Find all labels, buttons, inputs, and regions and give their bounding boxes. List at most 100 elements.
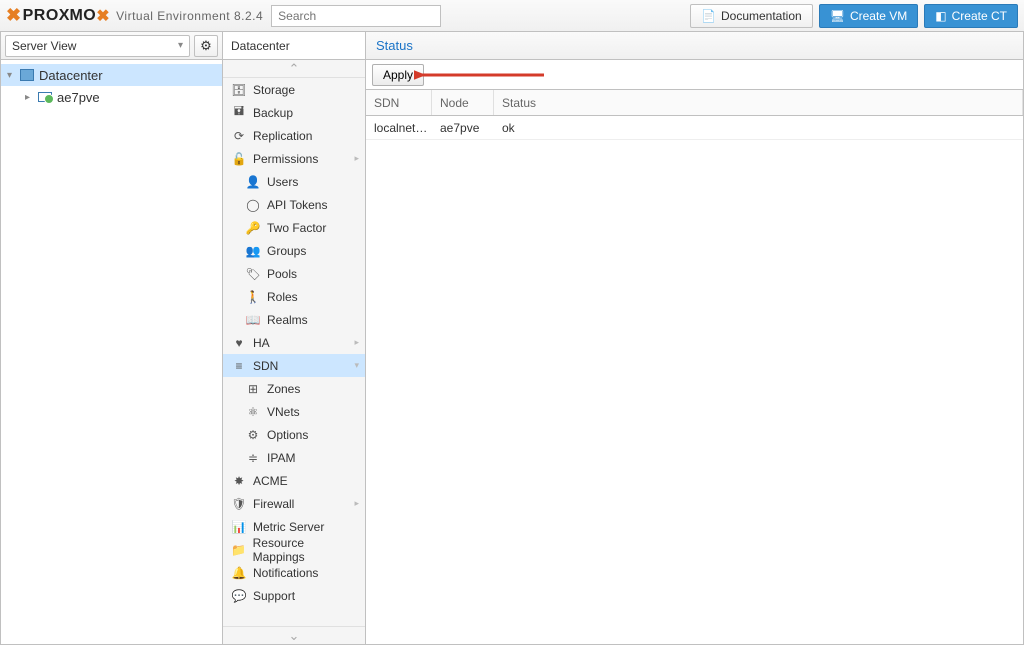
menu-item-vnets[interactable]: VNets: [223, 400, 365, 423]
cell-sdn: localnet…: [366, 116, 432, 139]
sdn-icon: [231, 359, 247, 373]
chevron-icon: ▸: [354, 153, 359, 164]
search-input[interactable]: [271, 5, 441, 27]
create-vm-button[interactable]: Create VM: [819, 4, 919, 28]
table-row[interactable]: localnet…ae7pveok: [366, 116, 1023, 140]
tree-expand-icon[interactable]: ▸: [25, 92, 37, 103]
ha-icon: [231, 336, 247, 350]
menu-item-label: Notifications: [253, 566, 318, 580]
menu-item-ha[interactable]: HA▸: [223, 331, 365, 354]
menu-item-label: Pools: [267, 267, 297, 281]
top-header: ✖ PROXMO✖ Virtual Environment 8.2.4 Docu…: [0, 0, 1024, 32]
content-toolbar: Apply: [366, 60, 1023, 90]
tree-node[interactable]: ▸ ae7pve: [1, 86, 222, 108]
logo-x2-icon: ✖: [96, 6, 110, 26]
content-title: Status: [366, 32, 1023, 60]
scroll-down-button[interactable]: ⌄: [223, 626, 365, 644]
menu-item-storage[interactable]: Storage: [223, 78, 365, 101]
logo-x-icon: ✖: [6, 5, 22, 26]
view-selector-label: Server View: [12, 39, 76, 53]
logo: ✖ PROXMO✖ Virtual Environment 8.2.4: [6, 5, 263, 26]
menu-item-label: Replication: [253, 129, 312, 143]
gear-icon: [200, 38, 212, 54]
notifications-icon: [231, 566, 247, 580]
menu-item-ipam[interactable]: IPAM: [223, 446, 365, 469]
menu-item-label: Metric Server: [253, 520, 324, 534]
replication-icon: [231, 129, 247, 143]
product-subtitle: Virtual Environment 8.2.4: [116, 9, 263, 23]
menu-item-label: ACME: [253, 474, 288, 488]
tree-node-label: ae7pve: [57, 90, 100, 105]
support-icon: [231, 589, 247, 603]
menu-item-permissions[interactable]: Permissions▸: [223, 147, 365, 170]
two-factor-icon: [245, 221, 261, 235]
menu-item-options[interactable]: Options: [223, 423, 365, 446]
create-vm-label: Create VM: [850, 9, 907, 23]
menu-item-realms[interactable]: Realms: [223, 308, 365, 331]
menu-item-label: Support: [253, 589, 295, 603]
apply-button[interactable]: Apply: [372, 64, 424, 86]
menu-item-label: Firewall: [253, 497, 294, 511]
pools-icon: [245, 267, 261, 281]
menu-item-label: SDN: [253, 359, 278, 373]
col-header-node[interactable]: Node: [432, 90, 494, 115]
doc-icon: [701, 9, 716, 23]
groups-icon: [245, 244, 261, 258]
menu-item-label: HA: [253, 336, 270, 350]
monitor-icon: [830, 9, 845, 23]
firewall-icon: [231, 497, 247, 511]
options-icon: [245, 428, 261, 442]
menu-item-roles[interactable]: Roles: [223, 285, 365, 308]
main-area: Server View ▾ ▾ Datacenter ▸ ae7pve Data…: [0, 32, 1024, 645]
users-icon: [245, 175, 261, 189]
menu-item-pools[interactable]: Pools: [223, 262, 365, 285]
menu-item-support[interactable]: Support: [223, 584, 365, 607]
resource-tree: ▾ Datacenter ▸ ae7pve: [1, 60, 222, 112]
menu-item-backup[interactable]: Backup: [223, 101, 365, 124]
resource-mappings-icon: [231, 543, 247, 557]
col-header-sdn[interactable]: SDN: [366, 90, 432, 115]
metric-server-icon: [231, 520, 247, 534]
menu-item-api-tokens[interactable]: API Tokens: [223, 193, 365, 216]
menu-item-sdn[interactable]: SDN ▾: [223, 354, 365, 377]
tree-datacenter[interactable]: ▾ Datacenter: [1, 64, 222, 86]
menu-item-zones[interactable]: Zones: [223, 377, 365, 400]
left-panel-header: Server View ▾: [1, 32, 222, 60]
col-header-status[interactable]: Status: [494, 90, 1023, 115]
menu-item-label: VNets: [267, 405, 300, 419]
scroll-up-button[interactable]: ⌃: [223, 60, 365, 78]
menu-item-label: Backup: [253, 106, 293, 120]
config-breadcrumb: Datacenter: [223, 32, 365, 60]
chevron-down-icon: ▾: [178, 40, 183, 51]
settings-button[interactable]: [194, 35, 218, 57]
create-ct-button[interactable]: Create CT: [924, 4, 1018, 28]
logo-text: PROXMO: [23, 7, 97, 25]
menu-item-notifications[interactable]: Notifications: [223, 561, 365, 584]
menu-item-groups[interactable]: Groups: [223, 239, 365, 262]
view-selector[interactable]: Server View ▾: [5, 35, 190, 57]
permissions-icon: [231, 152, 247, 166]
node-icon: [37, 92, 53, 102]
left-panel: Server View ▾ ▾ Datacenter ▸ ae7pve: [1, 32, 223, 644]
cube-icon: [935, 9, 946, 23]
documentation-button[interactable]: Documentation: [690, 4, 813, 28]
cell-status: ok: [494, 116, 1023, 139]
realms-icon: [245, 313, 261, 327]
chevron-icon: ▸: [354, 498, 359, 509]
zones-icon: [245, 382, 261, 396]
roles-icon: [245, 290, 261, 304]
menu-item-label: Resource Mappings: [253, 536, 357, 564]
chevron-icon: ▾: [354, 360, 359, 371]
menu-item-replication[interactable]: Replication: [223, 124, 365, 147]
menu-item-resource-mappings[interactable]: Resource Mappings: [223, 538, 365, 561]
tree-collapse-icon[interactable]: ▾: [7, 70, 19, 81]
create-ct-label: Create CT: [952, 9, 1007, 23]
menu-item-label: Two Factor: [267, 221, 326, 235]
menu-item-firewall[interactable]: Firewall ▸: [223, 492, 365, 515]
acme-icon: [231, 474, 247, 488]
menu-item-users[interactable]: Users: [223, 170, 365, 193]
menu-item-two-factor[interactable]: Two Factor: [223, 216, 365, 239]
menu-item-acme[interactable]: ACME: [223, 469, 365, 492]
tree-datacenter-label: Datacenter: [39, 68, 103, 83]
menu-item-label: Users: [267, 175, 298, 189]
